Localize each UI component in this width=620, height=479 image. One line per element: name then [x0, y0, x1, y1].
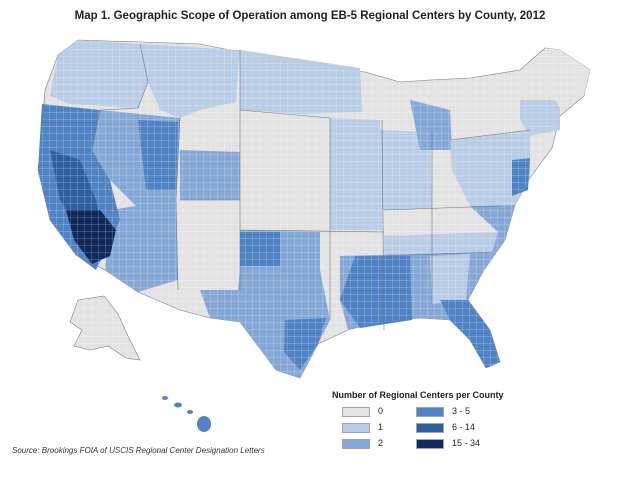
- alaska-grid: [70, 296, 140, 360]
- legend-label: 6 - 14: [452, 422, 476, 432]
- legend-swatch: [416, 439, 444, 449]
- legend-label: 1: [378, 422, 384, 432]
- legend-swatch: [342, 439, 370, 449]
- legend-label: 15 - 34: [452, 438, 481, 448]
- legend-title: Number of Regional Centers per County: [332, 390, 504, 400]
- legend-label: 2: [378, 438, 384, 448]
- legend: Number of Regional Centers per County 0 …: [332, 390, 542, 456]
- region-hawaii: [162, 396, 211, 432]
- legend-label: 0: [378, 406, 384, 416]
- legend-swatch: [416, 407, 444, 417]
- legend-swatch: [342, 407, 370, 417]
- legend-label: 3 - 5: [452, 406, 471, 416]
- legend-swatch: [342, 423, 370, 433]
- map-title: Map 1. Geographic Scope of Operation amo…: [74, 10, 546, 22]
- source-note: Source: Brookings FOIA of USCIS Regional…: [12, 446, 265, 455]
- legend-swatch: [416, 423, 444, 433]
- state-borders: [91, 43, 531, 331]
- county-grid-overlay: [38, 40, 590, 378]
